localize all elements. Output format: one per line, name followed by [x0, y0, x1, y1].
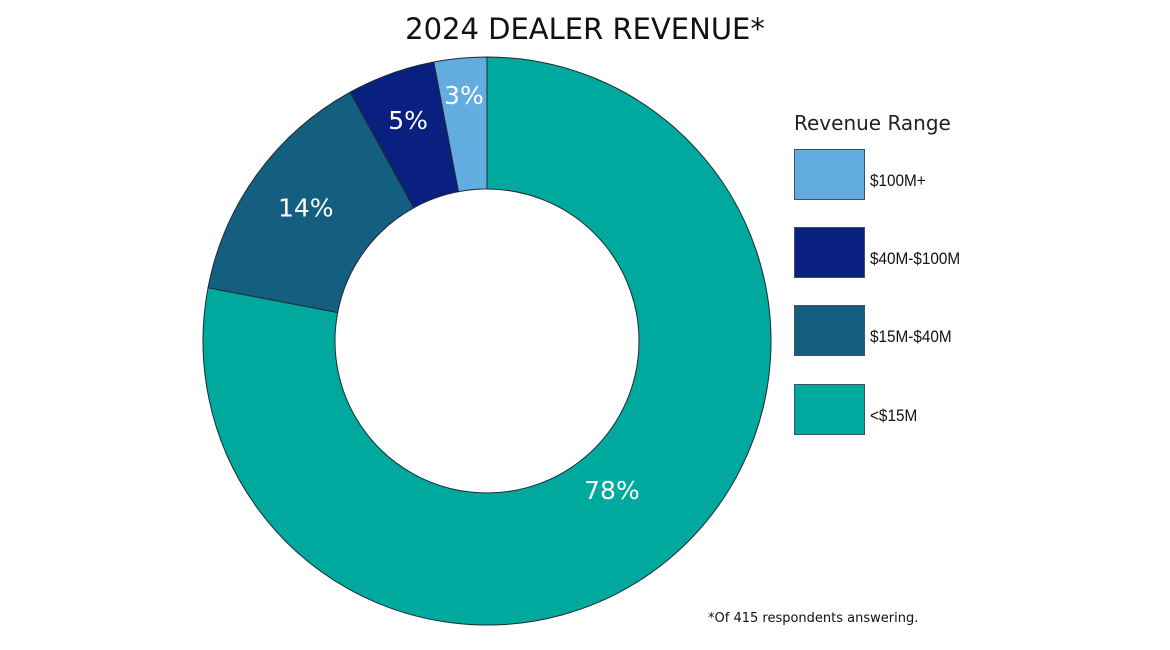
legend-swatch [794, 383, 865, 435]
legend-swatch [794, 148, 865, 200]
slice-0 [202, 56, 772, 626]
legend-label: $100M+ [870, 171, 926, 190]
slice-label-2: 5% [388, 106, 428, 135]
legend-label: $40M-$100M [870, 249, 961, 268]
legend-item: $15M-$40M [794, 304, 961, 356]
slice-label-3: 3% [444, 81, 484, 110]
legend-swatch [794, 226, 865, 278]
slice-label-1: 14% [278, 193, 334, 222]
legend-label: $15M-$40M [870, 327, 952, 346]
legend-label: <$15M [870, 406, 918, 425]
slice-3 [433, 56, 488, 193]
footnote: *Of 415 respondents answering. [708, 611, 919, 626]
legend-item: $100M+ [794, 148, 932, 200]
chart-title: 2024 DEALER REVENUE* [405, 12, 765, 46]
slice-label-0: 78% [584, 476, 640, 505]
legend-item: $40M-$100M [794, 226, 970, 278]
legend-item: <$15M [794, 383, 922, 435]
legend-swatch [794, 304, 865, 356]
legend-title: Revenue Range [794, 111, 951, 135]
